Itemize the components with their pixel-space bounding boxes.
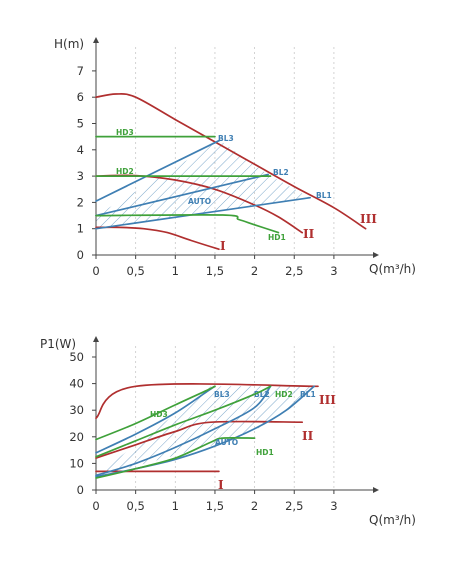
auto-region-hatch [96, 140, 311, 229]
series-line-bl2 [95, 173, 269, 217]
x-tick-label: 2,5 [285, 499, 303, 513]
series-line-hd3 [95, 385, 216, 441]
y-tick-label: 40 [69, 377, 84, 391]
series-label-hd1: HD1 [256, 448, 274, 457]
y-tick-label: 4 [77, 143, 84, 157]
y-tick-label: 50 [69, 350, 84, 364]
series-line-bl3 [95, 139, 221, 202]
x-tick-label: 3 [330, 499, 337, 513]
auto-region-hatch [96, 386, 315, 477]
series-label-bl2: BL2 [273, 168, 289, 177]
x-axis-arrow [373, 252, 379, 258]
x-tick-label: 1,5 [206, 499, 224, 513]
x-tick-label: 2 [251, 499, 258, 513]
y-tick-label: 6 [77, 90, 84, 104]
x-tick-label: 0,5 [127, 264, 145, 278]
y-tick-label: 3 [77, 169, 84, 183]
y-tick-label: 10 [69, 456, 84, 470]
y-axis-label: H(m) [54, 37, 84, 51]
series-label-hd3: HD3 [150, 410, 168, 419]
y-tick-label: 0 [77, 483, 84, 497]
y-axis-arrow [93, 336, 99, 342]
power-chart: 0 0,5 1 1,5 2 2,5 301020304050P1(W)Q(m³/h)IIII… [40, 336, 416, 527]
y-tick-label: 20 [69, 430, 84, 444]
x-tick-label: 2,5 [285, 264, 303, 278]
series-line-hd1 [95, 213, 280, 234]
x-tick-label: 0 [92, 264, 99, 278]
x-tick-label: 1,5 [206, 264, 224, 278]
series-label-iii: III [360, 212, 377, 226]
x-tick-label: 0 [92, 499, 99, 513]
series-line-hd2 [95, 385, 272, 458]
series-label-hd3: HD3 [116, 128, 134, 137]
series-label-hd2: HD2 [116, 167, 134, 176]
x-tick-label: 3 [330, 264, 337, 278]
series-label-iii: III [319, 393, 336, 407]
series-line-hd1 [95, 436, 256, 479]
y-tick-label: 5 [77, 117, 84, 131]
y-tick-label: 2 [77, 195, 84, 209]
x-tick-label: 2 [251, 264, 258, 278]
series-label-i: I [220, 239, 226, 253]
series-label-hd1: HD1 [268, 233, 286, 242]
auto-label: AUTO [215, 438, 238, 447]
series-line-i [95, 226, 220, 251]
x-axis-label: Q(m³/h) [369, 513, 416, 527]
y-axis-arrow [93, 37, 99, 43]
series-label-bl1: BL1 [316, 191, 332, 200]
series-label-bl2: BL2 [254, 390, 270, 399]
series-line-iii [95, 383, 319, 420]
y-tick-label: 0 [77, 248, 84, 262]
x-tick-label: 1 [172, 499, 179, 513]
series-label-ii: II [303, 227, 315, 241]
series-line-bl1 [95, 196, 311, 230]
x-tick-label: 1 [172, 264, 179, 278]
head-chart: 0 0,5 1 1,5 2 2,5 301234567H(m)Q(m³/h)IIIIIIBL… [54, 37, 416, 278]
series-label-bl3: BL3 [218, 134, 234, 143]
y-tick-label: 7 [77, 64, 84, 78]
y-tick-label: 1 [77, 222, 84, 236]
series-label-ii: II [302, 429, 314, 443]
series-label-i: I [218, 478, 224, 492]
series-label-hd2: HD2 [275, 390, 293, 399]
series-line-ii [95, 420, 304, 459]
y-tick-label: 30 [69, 403, 84, 417]
y-axis-label: P1(W) [40, 337, 76, 351]
series-label-bl1: BL1 [300, 390, 316, 399]
auto-label: AUTO [188, 197, 211, 206]
x-axis-label: Q(m³/h) [369, 262, 416, 276]
x-axis-arrow [373, 487, 379, 493]
series-line-bl2 [95, 385, 272, 477]
x-tick-label: 0,5 [127, 499, 145, 513]
series-label-bl3: BL3 [214, 390, 230, 399]
